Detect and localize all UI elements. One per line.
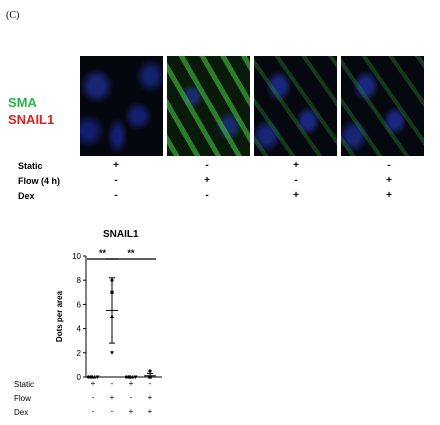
y-axis-label: Dots per area	[55, 290, 64, 342]
data-point	[110, 314, 114, 318]
condition-mark: -	[205, 160, 209, 171]
data-point	[148, 375, 152, 379]
data-point	[110, 351, 114, 355]
data-point	[95, 375, 100, 379]
data-point	[127, 375, 132, 379]
chart-condition-mark: -	[91, 407, 95, 416]
condition-mark: -	[387, 160, 391, 171]
condition-mark: -	[114, 190, 118, 201]
chart-row-label-static: Static	[14, 380, 35, 389]
data-point	[124, 375, 129, 379]
chart-row-label-dex: Dex	[14, 408, 29, 417]
snail1-label: SNAIL1	[8, 112, 55, 127]
data-point	[110, 278, 114, 282]
chart-condition-mark: +	[128, 407, 134, 416]
chart-condition-mark: -	[148, 379, 152, 388]
row-label-static: Static	[18, 161, 43, 171]
micrograph-flow-dex	[341, 56, 424, 156]
chart-condition-mark: -	[91, 393, 95, 402]
chart-condition-mark: -	[110, 407, 114, 416]
data-point	[133, 375, 138, 379]
chart-condition-mark: +	[109, 393, 115, 402]
y-tick-label: 2	[77, 349, 82, 358]
data-point	[92, 375, 97, 379]
condition-mark: +	[293, 160, 299, 171]
significance-label: **	[127, 248, 135, 258]
data-point	[110, 290, 114, 294]
chart-condition-mark: +	[128, 379, 134, 388]
data-point	[130, 375, 135, 379]
micrograph-flow	[167, 56, 250, 156]
chart-condition-mark: -	[129, 393, 133, 402]
condition-mark: +	[113, 160, 119, 171]
chart-condition-mark: +	[147, 407, 153, 416]
chart-condition-mark: -	[110, 379, 114, 388]
y-tick-label: 0	[77, 373, 82, 382]
chart-condition-mark: +	[90, 379, 96, 388]
chart-row-label-flow: Flow	[14, 394, 31, 403]
condition-mark: +	[293, 190, 299, 201]
sma-label: SMA	[8, 95, 37, 110]
row-label-dex: Dex	[18, 191, 35, 201]
condition-mark: -	[114, 175, 118, 186]
micrograph-static	[80, 56, 163, 156]
condition-mark: +	[204, 175, 210, 186]
y-tick-label: 10	[72, 252, 81, 261]
significance-label: **	[99, 248, 107, 258]
condition-mark: +	[386, 190, 392, 201]
data-point	[89, 375, 94, 379]
y-tick-label: 4	[77, 325, 82, 334]
y-tick-label: 6	[77, 300, 82, 309]
data-point	[148, 369, 152, 373]
data-point	[86, 375, 91, 379]
condition-mark: -	[294, 175, 298, 186]
panel-label: (C)	[6, 10, 20, 21]
chart-title: SNAIL1	[103, 229, 139, 240]
row-label-flow: Flow (4 h)	[18, 176, 60, 186]
y-tick-label: 8	[77, 276, 82, 285]
micrograph-static-dex	[254, 56, 337, 156]
condition-mark: -	[205, 190, 209, 201]
chart-condition-mark: +	[147, 393, 153, 402]
condition-mark: +	[386, 175, 392, 186]
